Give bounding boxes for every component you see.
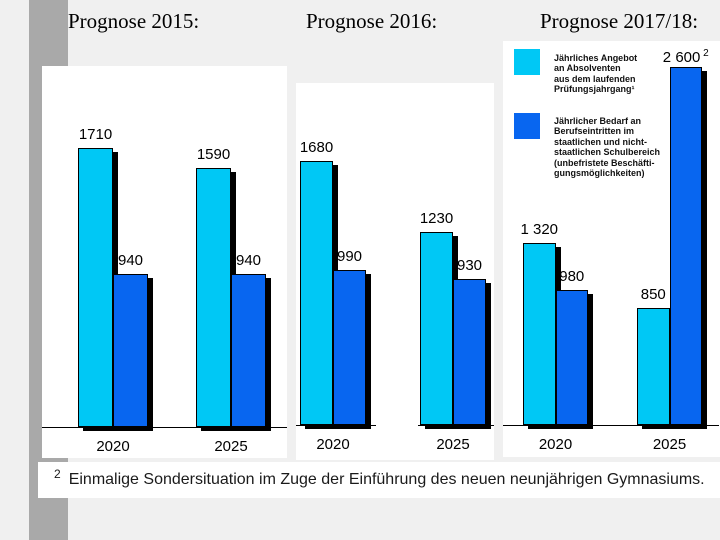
- legend-line: Jährlicher Bedarf an: [554, 116, 642, 126]
- x-axis-line: [42, 427, 287, 428]
- chart-title-prognose-2017-18: Prognose 2017/18:: [540, 9, 699, 33]
- chart-title-prognose-2015: Prognose 2015:: [68, 9, 200, 33]
- value-label-supply-2020: 1680: [299, 139, 334, 156]
- legend-line: Berufseintritten im: [554, 126, 635, 137]
- value-label-superscript: 2: [700, 48, 709, 59]
- axis-label-2025: 2025: [214, 438, 248, 455]
- value-label-demand-2025: 2 600 2: [662, 48, 709, 66]
- chart-panel-prognose-2017-18: Jährliches Angebot an Absolventen aus de…: [503, 41, 720, 457]
- value-label-demand-2020: 940: [117, 252, 144, 269]
- chart-title-prognose-2016: Prognose 2016:: [306, 9, 438, 33]
- legend-line: gungsmöglichkeiten): [554, 168, 645, 179]
- chart-panel-prognose-2016: 1680 990 2020 1230 930 2025: [296, 83, 494, 460]
- legend-swatch-supply: [514, 49, 540, 75]
- x-axis-line: [418, 425, 494, 426]
- axis-label-2025: 2025: [652, 436, 687, 453]
- x-axis-line: [296, 425, 376, 426]
- value-label-demand-2020: 990: [336, 248, 363, 265]
- legend-line: Jährliches Angebot: [554, 53, 638, 63]
- bar-supply-2025: [196, 168, 231, 427]
- axis-label-2020: 2020: [316, 436, 350, 453]
- legend-line: an Absolventen: [554, 63, 621, 74]
- value-label-supply-2020: 1710: [78, 126, 113, 143]
- bar-demand-2020: [113, 274, 148, 427]
- value-label-supply-2020: 1 320: [520, 221, 559, 238]
- footnote-superscript: 2: [54, 467, 61, 481]
- value-label-supply-2025: 1590: [196, 146, 231, 163]
- legend-label-demand: Jährlicher Bedarf an Berufseintritten im…: [554, 116, 660, 178]
- chart-legend: Jährliches Angebot an Absolventen aus de…: [503, 41, 720, 457]
- axis-label-2020: 2020: [538, 436, 573, 453]
- bar-supply-2025: [420, 232, 453, 425]
- footnote-text: Einmalige Sondersituation im Zuge der Ei…: [68, 471, 705, 488]
- value-label-demand-2020: 980: [559, 268, 585, 285]
- value-label-supply-2025: 1230: [419, 210, 454, 227]
- legend-swatch-demand: [514, 113, 540, 139]
- axis-label-2020: 2020: [96, 438, 130, 455]
- bar-supply-2020: [300, 161, 333, 425]
- value-label-demand-2025: 930: [456, 257, 483, 274]
- value-label-demand-2025: 940: [235, 252, 262, 269]
- axis-label-2025: 2025: [436, 436, 470, 453]
- bar-demand-2020: [555, 290, 588, 425]
- legend-line: aus dem laufenden: [554, 73, 636, 84]
- footnote-panel: 2 Einmalige Sondersituation im Zuge der …: [38, 462, 720, 498]
- chart-panel-prognose-2015: 1710 940 2020 1590 940 2025: [42, 66, 287, 458]
- bar-demand-2025: [453, 279, 486, 425]
- bar-demand-2025: [669, 67, 702, 425]
- bar-supply-2025: [637, 308, 670, 425]
- bar-demand-2020: [333, 270, 366, 425]
- bar-demand-2025: [231, 274, 266, 427]
- legend-line: staatlichen Schulbereich: [554, 147, 661, 158]
- legend-label-supply: Jährliches Angebot an Absolventen aus de…: [554, 53, 637, 95]
- bar-supply-2020: [78, 148, 113, 427]
- value-label-supply-2025: 850: [640, 286, 666, 303]
- bar-supply-2020: [523, 243, 556, 425]
- legend-line: Prüfungsjahrgang¹: [554, 84, 635, 95]
- legend-line: (unbefristete Beschäfti-: [554, 157, 655, 168]
- x-axis-line: [503, 425, 719, 426]
- legend-line: staatlichen und nicht-: [554, 136, 648, 147]
